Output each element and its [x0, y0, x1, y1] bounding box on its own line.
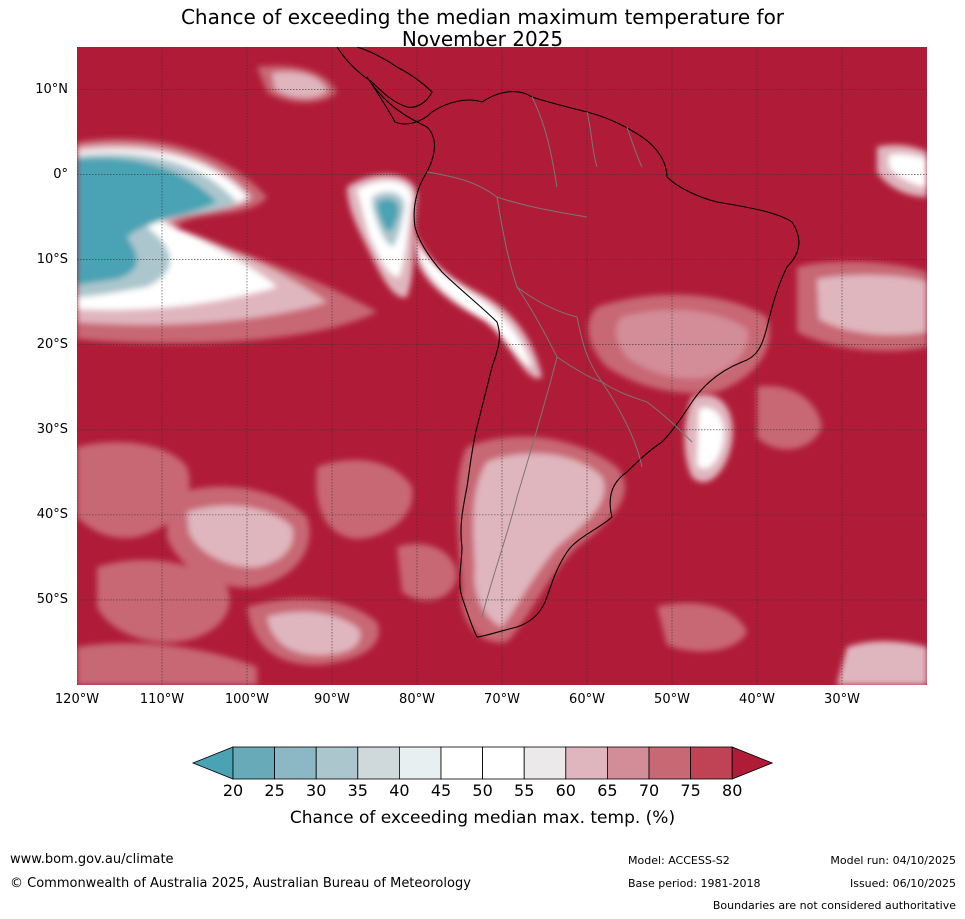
colorbar-tick-70: 70: [638, 781, 660, 800]
equatorial-coast-cool-patch: [347, 174, 417, 298]
pacific-cool-region: [77, 138, 377, 344]
label-lon-80w: 80°W: [399, 692, 435, 707]
colorbar-segment-45-50: [440, 746, 483, 780]
label-lon-30w: 30°W: [824, 692, 860, 707]
label-lon-100w: 100°W: [224, 692, 270, 707]
label-lon-120w: 120°W: [54, 692, 100, 707]
issued-date: Issued: 06/10/2025: [849, 877, 956, 890]
colorbar-segment-50-55: [482, 746, 525, 780]
colorbar-tick-65: 65: [597, 781, 618, 800]
colorbar-segment-65-70: [606, 746, 650, 780]
colorbar-tick-30: 30: [306, 781, 327, 800]
colorbar-tick-25: 25: [264, 781, 285, 800]
boundary-disclaimer: Boundaries are not considered authoritat…: [712, 899, 956, 912]
label-lat-20s: 20°S: [36, 336, 68, 352]
colorbar-segment-40-45: [398, 746, 442, 780]
graticule: [77, 47, 927, 685]
label-lon-60w: 60°W: [569, 692, 605, 707]
colorbar-label: Chance of exceeding median max. temp. (%…: [289, 808, 676, 828]
label-lat-40s: 40°S: [36, 506, 68, 522]
colorbar-tick-45: 45: [430, 781, 452, 800]
south-america-coastline: [366, 76, 800, 638]
colorbar-segment-75-80: [690, 746, 733, 780]
map-canvas: [77, 47, 927, 685]
map-title-line1: Chance of exceeding the median maximum t…: [180, 5, 785, 29]
colorbar-tick-80: 80: [722, 781, 743, 800]
copyright-notice: © Commonwealth of Australia 2025, Austra…: [10, 876, 471, 891]
base-period: Base period: 1981-2018: [628, 877, 761, 890]
patagonia-warm-region: [457, 436, 625, 643]
label-lat-0: 0°: [53, 166, 68, 182]
colorbar-segment-30-35: [315, 746, 359, 780]
colorbar-tick-40: 40: [389, 781, 410, 800]
colorbar-over-arrow: [731, 746, 774, 780]
colorbar-segment-60-65: [565, 746, 608, 780]
label-lon-70w: 70°W: [484, 692, 520, 707]
colorbar-tick-50: 50: [472, 781, 493, 800]
label-lat-50s: 50°S: [36, 591, 68, 607]
label-lon-110w: 110°W: [139, 692, 185, 707]
colorbar-segment-25-30: [274, 746, 317, 780]
model-run-date: Model run: 04/10/2025: [830, 854, 956, 867]
colorbar-tick-60: 60: [555, 781, 576, 800]
bom-url: www.bom.gov.au/climate: [10, 852, 174, 867]
colorbar-segment-70-75: [648, 746, 691, 780]
label-lon-50w: 50°W: [654, 692, 690, 707]
map-title-line2: November 2025: [401, 27, 564, 51]
model-name: Model: ACCESS-S2: [628, 854, 730, 867]
brazil-warm-region: [588, 294, 770, 394]
colorbar: [191, 746, 774, 780]
colorbar-tick-75: 75: [680, 781, 701, 800]
label-lon-90w: 90°W: [314, 692, 350, 707]
south-pacific-patches: [77, 65, 747, 685]
colorbar-under-arrow: [191, 746, 234, 780]
colorbar-tick-20: 20: [222, 781, 244, 800]
label-lat-10n: 10°N: [35, 81, 68, 97]
label-lat-10s: 10°S: [36, 251, 68, 267]
colorbar-tick-35: 35: [347, 781, 368, 800]
atlantic-patches: [684, 144, 927, 685]
central-america-coastline: [336, 47, 433, 108]
colorbar-tick-55: 55: [514, 781, 535, 800]
label-lon-40w: 40°W: [739, 692, 775, 707]
probability-map: [77, 47, 927, 685]
country-borders: [426, 96, 693, 618]
colorbar-segment-35-40: [357, 746, 400, 780]
colorbar-segment-20-25: [232, 746, 275, 780]
label-lat-30s: 30°S: [36, 421, 68, 437]
colorbar-segment-55-60: [523, 746, 567, 780]
